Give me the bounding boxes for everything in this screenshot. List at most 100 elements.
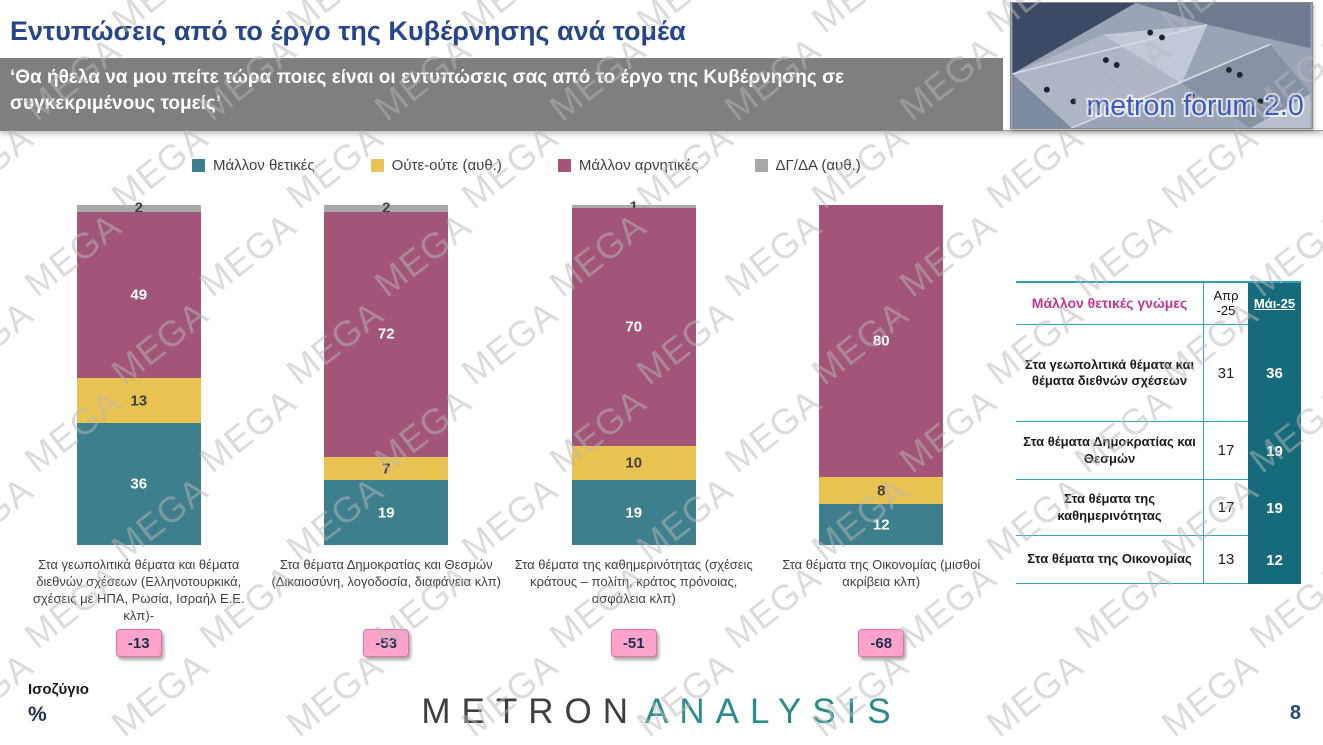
category-label: Στα θέματα της καθημερινότητας (σχέσεις … — [514, 557, 753, 606]
bar-segment: 13 — [76, 378, 201, 423]
bar-segment: 49 — [76, 211, 201, 379]
balance-badge: -53 — [363, 629, 410, 657]
bar-segment: 36 — [76, 422, 201, 545]
table-apr-value: 17 — [1204, 422, 1248, 480]
bar-segment: 2 — [76, 201, 201, 216]
bar-value-label: 19 — [377, 504, 395, 522]
watermark-text: MEGA — [17, 733, 130, 745]
metron-analysis-logo-part1: METRON — [421, 692, 640, 731]
chart-legend: Μάλλον θετικές Ούτε-ούτε (αυθ.) Μάλλον αρν… — [192, 157, 861, 174]
legend-item: Ούτε-ούτε (αυθ.) — [370, 157, 502, 174]
table-row-label: Στα θέματα της Οικονομίας — [1016, 536, 1204, 584]
table-header-row: Μάλλον θετικές γνώμες Απρ -25 Μάι-25 — [1016, 283, 1301, 325]
metron-forum-logo-text: metron forum 2.0 — [1086, 90, 1303, 122]
bar-segment: 80 — [819, 205, 944, 478]
bar-value-label: 2 — [134, 199, 143, 217]
bar-value-label: 13 — [130, 392, 148, 410]
watermark-text: MEGA — [717, 733, 830, 745]
table-row-label: Στα γεωπολιτικά θέματα και θέματα διεθνώ… — [1016, 325, 1204, 422]
watermark-text: MEGA — [1067, 733, 1180, 745]
stacked-bar: 80 8 12 — [819, 205, 944, 545]
chart-column: 1 70 10 19 Στα θέματα της καθημερινότητας (σ… — [510, 199, 758, 665]
watermark-text: MEGA — [542, 733, 655, 745]
bar-segment: 19 — [324, 480, 449, 545]
bar-value-label: 19 — [625, 504, 643, 522]
people-dots — [1043, 29, 1264, 105]
table-apr-value: 31 — [1204, 325, 1248, 422]
stacked-bar-chart: 2 49 13 36 Στα γεωπολιτικά θέματα και θέματα… — [15, 199, 1005, 665]
chart-column: 2 72 7 19 Στα θέματα Δημοκρατίας και Θεσμών … — [263, 201, 511, 665]
watermark-text: MEGA — [0, 116, 41, 217]
table-mai-value: 19 — [1248, 480, 1301, 536]
page-number: 8 — [1289, 702, 1301, 724]
balance-badge: -13 — [115, 629, 162, 657]
bar-value-label: 1 — [629, 198, 638, 216]
bar-value-label: 80 — [872, 332, 890, 350]
balance-axis-label: Ισοζύγιο — [28, 681, 89, 698]
stacked-bar: 1 70 10 19 — [571, 199, 696, 545]
balance-badge: -68 — [858, 629, 905, 657]
table-row: Στα θέματα της Οικονομίας 13 12 — [1016, 536, 1301, 584]
legend-label: Ούτε-ούτε (αυθ.) — [391, 157, 502, 174]
bar-segment: 19 — [571, 480, 696, 545]
legend-swatch-icon — [557, 159, 571, 172]
watermark-text: MEGA — [1242, 733, 1323, 745]
bar-value-label: 49 — [130, 286, 148, 304]
bar-value-label: 72 — [377, 325, 395, 343]
percent-unit-label: % — [28, 703, 47, 726]
legend-item: Μάλλον θετικές — [192, 157, 315, 174]
table-row-label: Στα θέματα Δημοκρατίας και Θεσμών — [1016, 422, 1204, 480]
watermark-text: MEGA — [192, 733, 305, 745]
bar-value-label: 2 — [382, 199, 391, 217]
table-mai-value: 12 — [1248, 536, 1301, 584]
bar-segment: 72 — [324, 211, 449, 457]
legend-swatch-icon — [192, 159, 205, 172]
table-apr-value: 17 — [1204, 480, 1248, 536]
category-label: Στα γεωπολιτικά θέματα και θέματα διεθνώ… — [32, 557, 245, 623]
metron-forum-logo: metron forum 2.0 — [1010, 2, 1313, 129]
legend-label: Μάλλον αρνητικές — [578, 157, 699, 174]
table-mai-value: 36 — [1248, 325, 1301, 422]
watermark-text: MEGA — [978, 116, 1091, 217]
legend-label: Μάλλον θετικές — [213, 157, 315, 174]
bar-value-label: 7 — [382, 460, 391, 477]
table-title: Μάλλον θετικές γνώμες — [1016, 283, 1204, 325]
legend-label: ΔΓ/ΔΑ (αυθ.) — [775, 157, 861, 174]
bar-value-label: 70 — [625, 318, 643, 336]
bar-value-label: 10 — [625, 454, 643, 472]
bar-segment: 7 — [324, 456, 449, 481]
bar-segment: 12 — [819, 504, 944, 545]
chart-column: 2 49 13 36 Στα γεωπολιτικά θέματα και θέματα… — [15, 201, 263, 665]
bar-segment: 8 — [819, 477, 944, 505]
legend-swatch-icon — [754, 159, 768, 172]
bar-value-label: 8 — [877, 482, 886, 500]
bar-segment: 1 — [571, 199, 696, 214]
stacked-bar: 2 49 13 36 — [76, 201, 201, 545]
table-row: Στα θέματα Δημοκρατίας και Θεσμών 17 19 — [1016, 422, 1301, 480]
bar-segment: 10 — [571, 446, 696, 481]
metron-forum-logo-image: metron forum 2.0 — [1012, 3, 1311, 128]
watermark-text: MEGA — [367, 733, 480, 745]
bar-segment: 2 — [324, 201, 449, 216]
legend-item: Μάλλον αρνητικές — [557, 157, 699, 174]
positive-opinions-table: Μάλλον θετικές γνώμες Απρ -25 Μάι-25 Στα… — [1016, 281, 1301, 584]
header: Εντυπώσεις από το έργο της Κυβέρνησης αν… — [0, 0, 1323, 131]
category-label: Στα θέματα Δημοκρατίας και Θεσμών (Δικαι… — [271, 557, 502, 589]
legend-swatch-icon — [370, 159, 384, 172]
category-label: Στα θέματα της Οικονομίας (μισθοί ακρίβε… — [782, 557, 981, 589]
balance-badge: -51 — [610, 629, 657, 657]
metron-analysis-logo-part2: ANALYSIS — [645, 692, 902, 731]
table-row: Στα γεωπολιτικά θέματα και θέματα διεθνώ… — [1016, 325, 1301, 422]
bar-value-label: 36 — [130, 475, 148, 493]
page-title: Εντυπώσεις από το έργο της Κυβέρνησης αν… — [10, 16, 686, 46]
bar-value-label: 12 — [872, 516, 890, 534]
table-row: Στα θέματα της καθημερινότητας 17 19 — [1016, 480, 1301, 536]
table-row-label: Στα θέματα της καθημερινότητας — [1016, 480, 1204, 536]
table-mai-value: 19 — [1248, 422, 1301, 480]
legend-item: ΔΓ/ΔΑ (αυθ.) — [754, 157, 861, 174]
table-col-mai: Μάι-25 — [1248, 283, 1301, 325]
table-body: Στα γεωπολιτικά θέματα και θέματα διεθνώ… — [1016, 325, 1301, 584]
bar-segment: 70 — [571, 208, 696, 447]
watermark-text: MEGA — [1153, 116, 1266, 217]
